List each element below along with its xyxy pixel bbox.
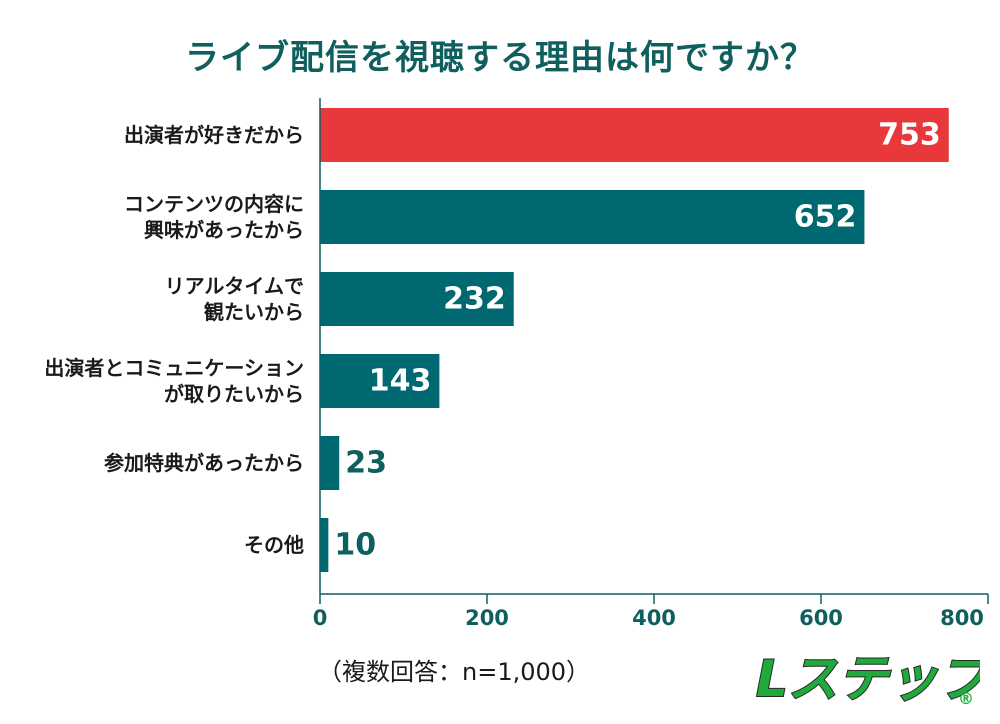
value-label-5: 10	[334, 528, 376, 563]
category-label-2-0: リアルタイムで	[165, 274, 304, 298]
bar-4	[320, 436, 340, 490]
category-label-1-1: 興味があったから	[144, 218, 304, 242]
lstep-logo: Lステップ Lステップ ®	[752, 644, 980, 712]
value-label-1: 652	[794, 200, 857, 235]
bar-3	[320, 354, 440, 408]
sample-size-note: （複数回答：n=1,000）	[318, 658, 591, 686]
x-axis-ticks: 0 200 400 600 800	[313, 594, 989, 630]
value-labels: 753 652 232 143 23 10	[334, 118, 940, 563]
value-label-2: 232	[443, 282, 506, 317]
category-label-5-0: その他	[244, 533, 304, 557]
value-label-3: 143	[369, 364, 432, 399]
x-tick-label-0: 0	[313, 606, 328, 630]
chart-title: ライブ配信を視聴する理由は何ですか？	[185, 38, 815, 78]
registered-mark: ®	[958, 689, 974, 708]
category-label-3-0: 出演者とコミュニケーション	[44, 356, 304, 380]
bar-1	[320, 190, 865, 244]
x-tick-label-1: 200	[465, 606, 509, 630]
x-tick-label-3: 600	[799, 606, 843, 630]
category-label-0-0: 出演者が好きだから	[124, 123, 304, 147]
logo-text: Lステップ	[756, 650, 980, 708]
x-tick-label-4: 800	[940, 606, 984, 630]
bar-0	[320, 108, 949, 162]
bar-2	[320, 272, 514, 326]
bar-5	[320, 518, 329, 572]
category-label-1-0: コンテンツの内容に	[124, 192, 304, 216]
bars-layer	[320, 108, 949, 572]
category-label-2-1: 観たいから	[204, 300, 304, 324]
category-labels: 出演者が好きだからコンテンツの内容に興味があったからリアルタイムで観たいから出演…	[44, 123, 304, 557]
category-label-3-1: が取りたいから	[164, 382, 304, 406]
value-label-4: 23	[345, 446, 387, 481]
x-tick-label-2: 400	[632, 606, 676, 630]
logo-outline: Lステップ	[756, 650, 980, 708]
category-label-4-0: 参加特典があったから	[104, 451, 304, 475]
value-label-0: 753	[878, 118, 941, 153]
